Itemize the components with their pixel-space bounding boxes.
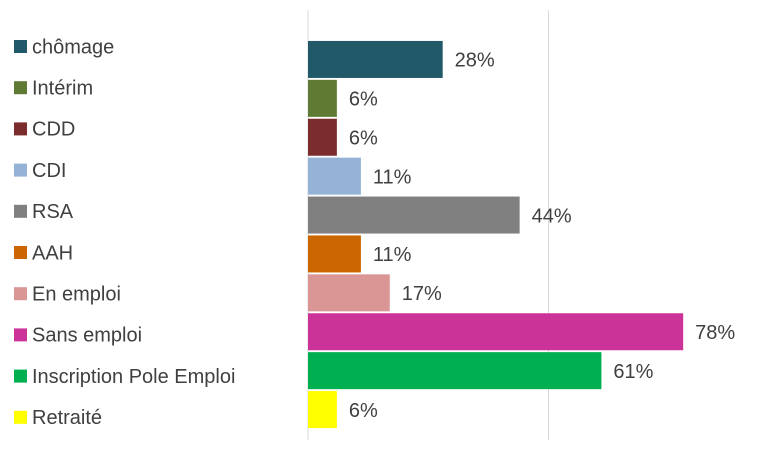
bar [308, 235, 361, 273]
data-label: 6% [349, 89, 378, 111]
bar [308, 79, 337, 117]
legend-label: AAH [32, 242, 73, 264]
data-label: 11% [373, 166, 412, 188]
bar [308, 157, 361, 195]
data-label: 61% [613, 361, 653, 383]
legend-label: RSA [32, 201, 74, 223]
bar [308, 118, 337, 156]
legend-label: CDI [32, 160, 66, 182]
data-label: 6% [349, 400, 378, 422]
data-label: 6% [349, 128, 378, 150]
legend-label: CDD [32, 119, 75, 141]
bar [308, 391, 337, 429]
bar [308, 40, 443, 78]
bar [308, 196, 520, 234]
legend-swatch [14, 163, 27, 177]
legend-label: Retraité [32, 407, 102, 429]
bar [308, 313, 684, 351]
data-label: 44% [532, 205, 572, 227]
legend-swatch [14, 204, 27, 218]
legend-swatch [14, 40, 27, 53]
legend-label: Intérim [32, 77, 93, 99]
bar [308, 352, 602, 390]
legend-label: Inscription Pole Emploi [32, 366, 235, 388]
data-label: 11% [373, 244, 412, 266]
data-label: 17% [402, 283, 442, 305]
data-label: 78% [695, 322, 735, 344]
bar [308, 274, 390, 312]
legend-label: chômage [32, 36, 114, 58]
data-label: 28% [455, 50, 495, 72]
legend-swatch [14, 246, 27, 259]
legend-swatch [14, 287, 27, 301]
legend-swatch [14, 328, 27, 342]
legend-swatch [14, 369, 27, 383]
legend-label: En emploi [32, 283, 121, 305]
legend-swatch [14, 410, 27, 424]
legend-swatch [14, 122, 27, 136]
legend-swatch [14, 81, 27, 95]
legend-label: Sans emploi [32, 325, 142, 347]
